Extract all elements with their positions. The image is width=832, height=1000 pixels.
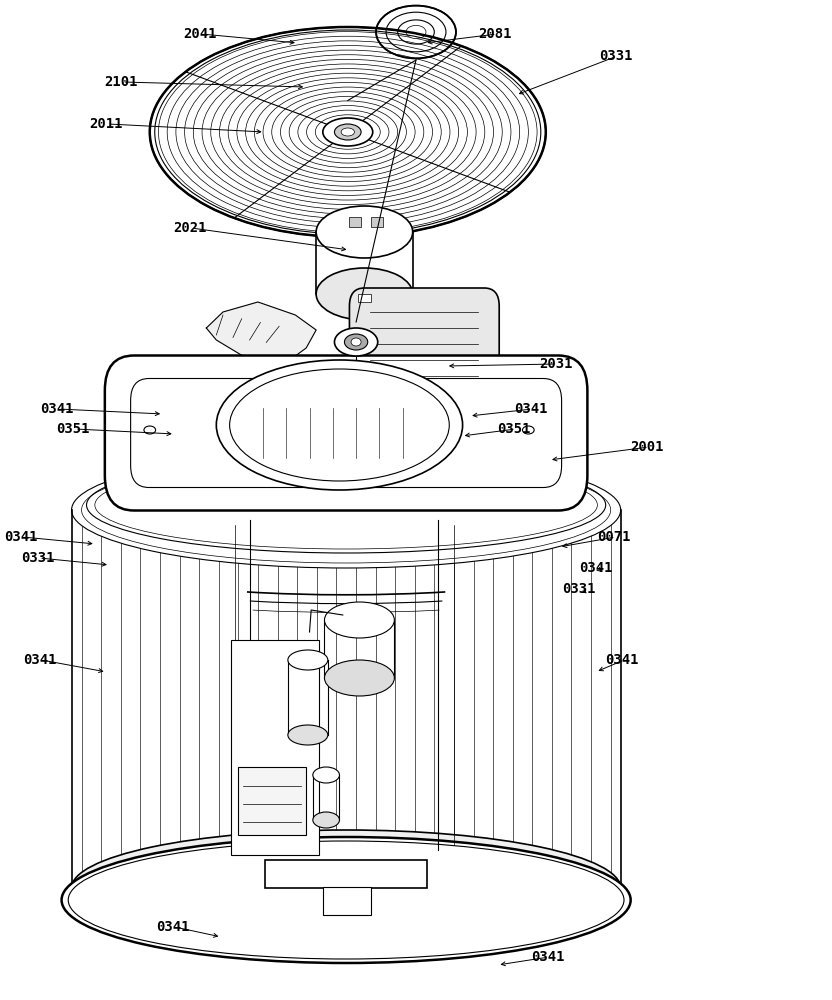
- Text: 2101: 2101: [104, 75, 137, 89]
- Ellipse shape: [334, 124, 361, 140]
- Bar: [371, 217, 383, 227]
- Text: 0341: 0341: [531, 950, 564, 964]
- Ellipse shape: [150, 27, 546, 237]
- Text: 2011: 2011: [90, 117, 123, 131]
- Text: 2041: 2041: [183, 27, 216, 41]
- Bar: [265, 860, 427, 888]
- Text: 2031: 2031: [539, 357, 572, 371]
- Ellipse shape: [341, 128, 354, 136]
- Ellipse shape: [313, 767, 339, 783]
- Ellipse shape: [406, 25, 426, 39]
- Ellipse shape: [376, 6, 456, 58]
- Text: 0331: 0331: [599, 49, 632, 63]
- Text: 0331: 0331: [21, 551, 54, 565]
- Ellipse shape: [324, 660, 394, 696]
- Ellipse shape: [72, 452, 621, 568]
- Ellipse shape: [344, 334, 368, 350]
- Text: 0331: 0331: [562, 582, 596, 596]
- Text: 0351: 0351: [498, 422, 531, 436]
- Text: 2001: 2001: [631, 440, 664, 454]
- Ellipse shape: [288, 650, 328, 670]
- Text: 0341: 0341: [40, 402, 73, 416]
- Ellipse shape: [72, 830, 621, 946]
- Ellipse shape: [323, 118, 373, 146]
- Ellipse shape: [288, 725, 328, 745]
- Ellipse shape: [316, 268, 413, 320]
- Text: 0341: 0341: [4, 530, 37, 544]
- Ellipse shape: [324, 602, 394, 638]
- Text: 0341: 0341: [579, 561, 612, 575]
- FancyBboxPatch shape: [354, 362, 494, 460]
- Text: 2081: 2081: [478, 27, 512, 41]
- FancyBboxPatch shape: [105, 356, 587, 511]
- Ellipse shape: [313, 812, 339, 828]
- Text: 0341: 0341: [606, 653, 639, 667]
- Text: 0341: 0341: [514, 402, 547, 416]
- Ellipse shape: [62, 837, 631, 963]
- Polygon shape: [206, 302, 316, 365]
- FancyBboxPatch shape: [349, 288, 499, 400]
- Text: 0071: 0071: [597, 530, 631, 544]
- Bar: [238, 767, 306, 835]
- Text: 2021: 2021: [173, 221, 206, 235]
- Bar: [323, 887, 371, 915]
- Bar: [358, 294, 371, 302]
- Text: 0351: 0351: [57, 422, 90, 436]
- Ellipse shape: [334, 328, 378, 356]
- Text: 0341: 0341: [156, 920, 190, 934]
- Ellipse shape: [316, 206, 413, 258]
- Bar: [349, 217, 361, 227]
- FancyBboxPatch shape: [131, 379, 562, 488]
- Ellipse shape: [144, 426, 156, 434]
- Text: 0341: 0341: [23, 653, 57, 667]
- Ellipse shape: [522, 426, 534, 434]
- Bar: [231, 640, 319, 855]
- Ellipse shape: [216, 360, 463, 490]
- Ellipse shape: [351, 338, 361, 346]
